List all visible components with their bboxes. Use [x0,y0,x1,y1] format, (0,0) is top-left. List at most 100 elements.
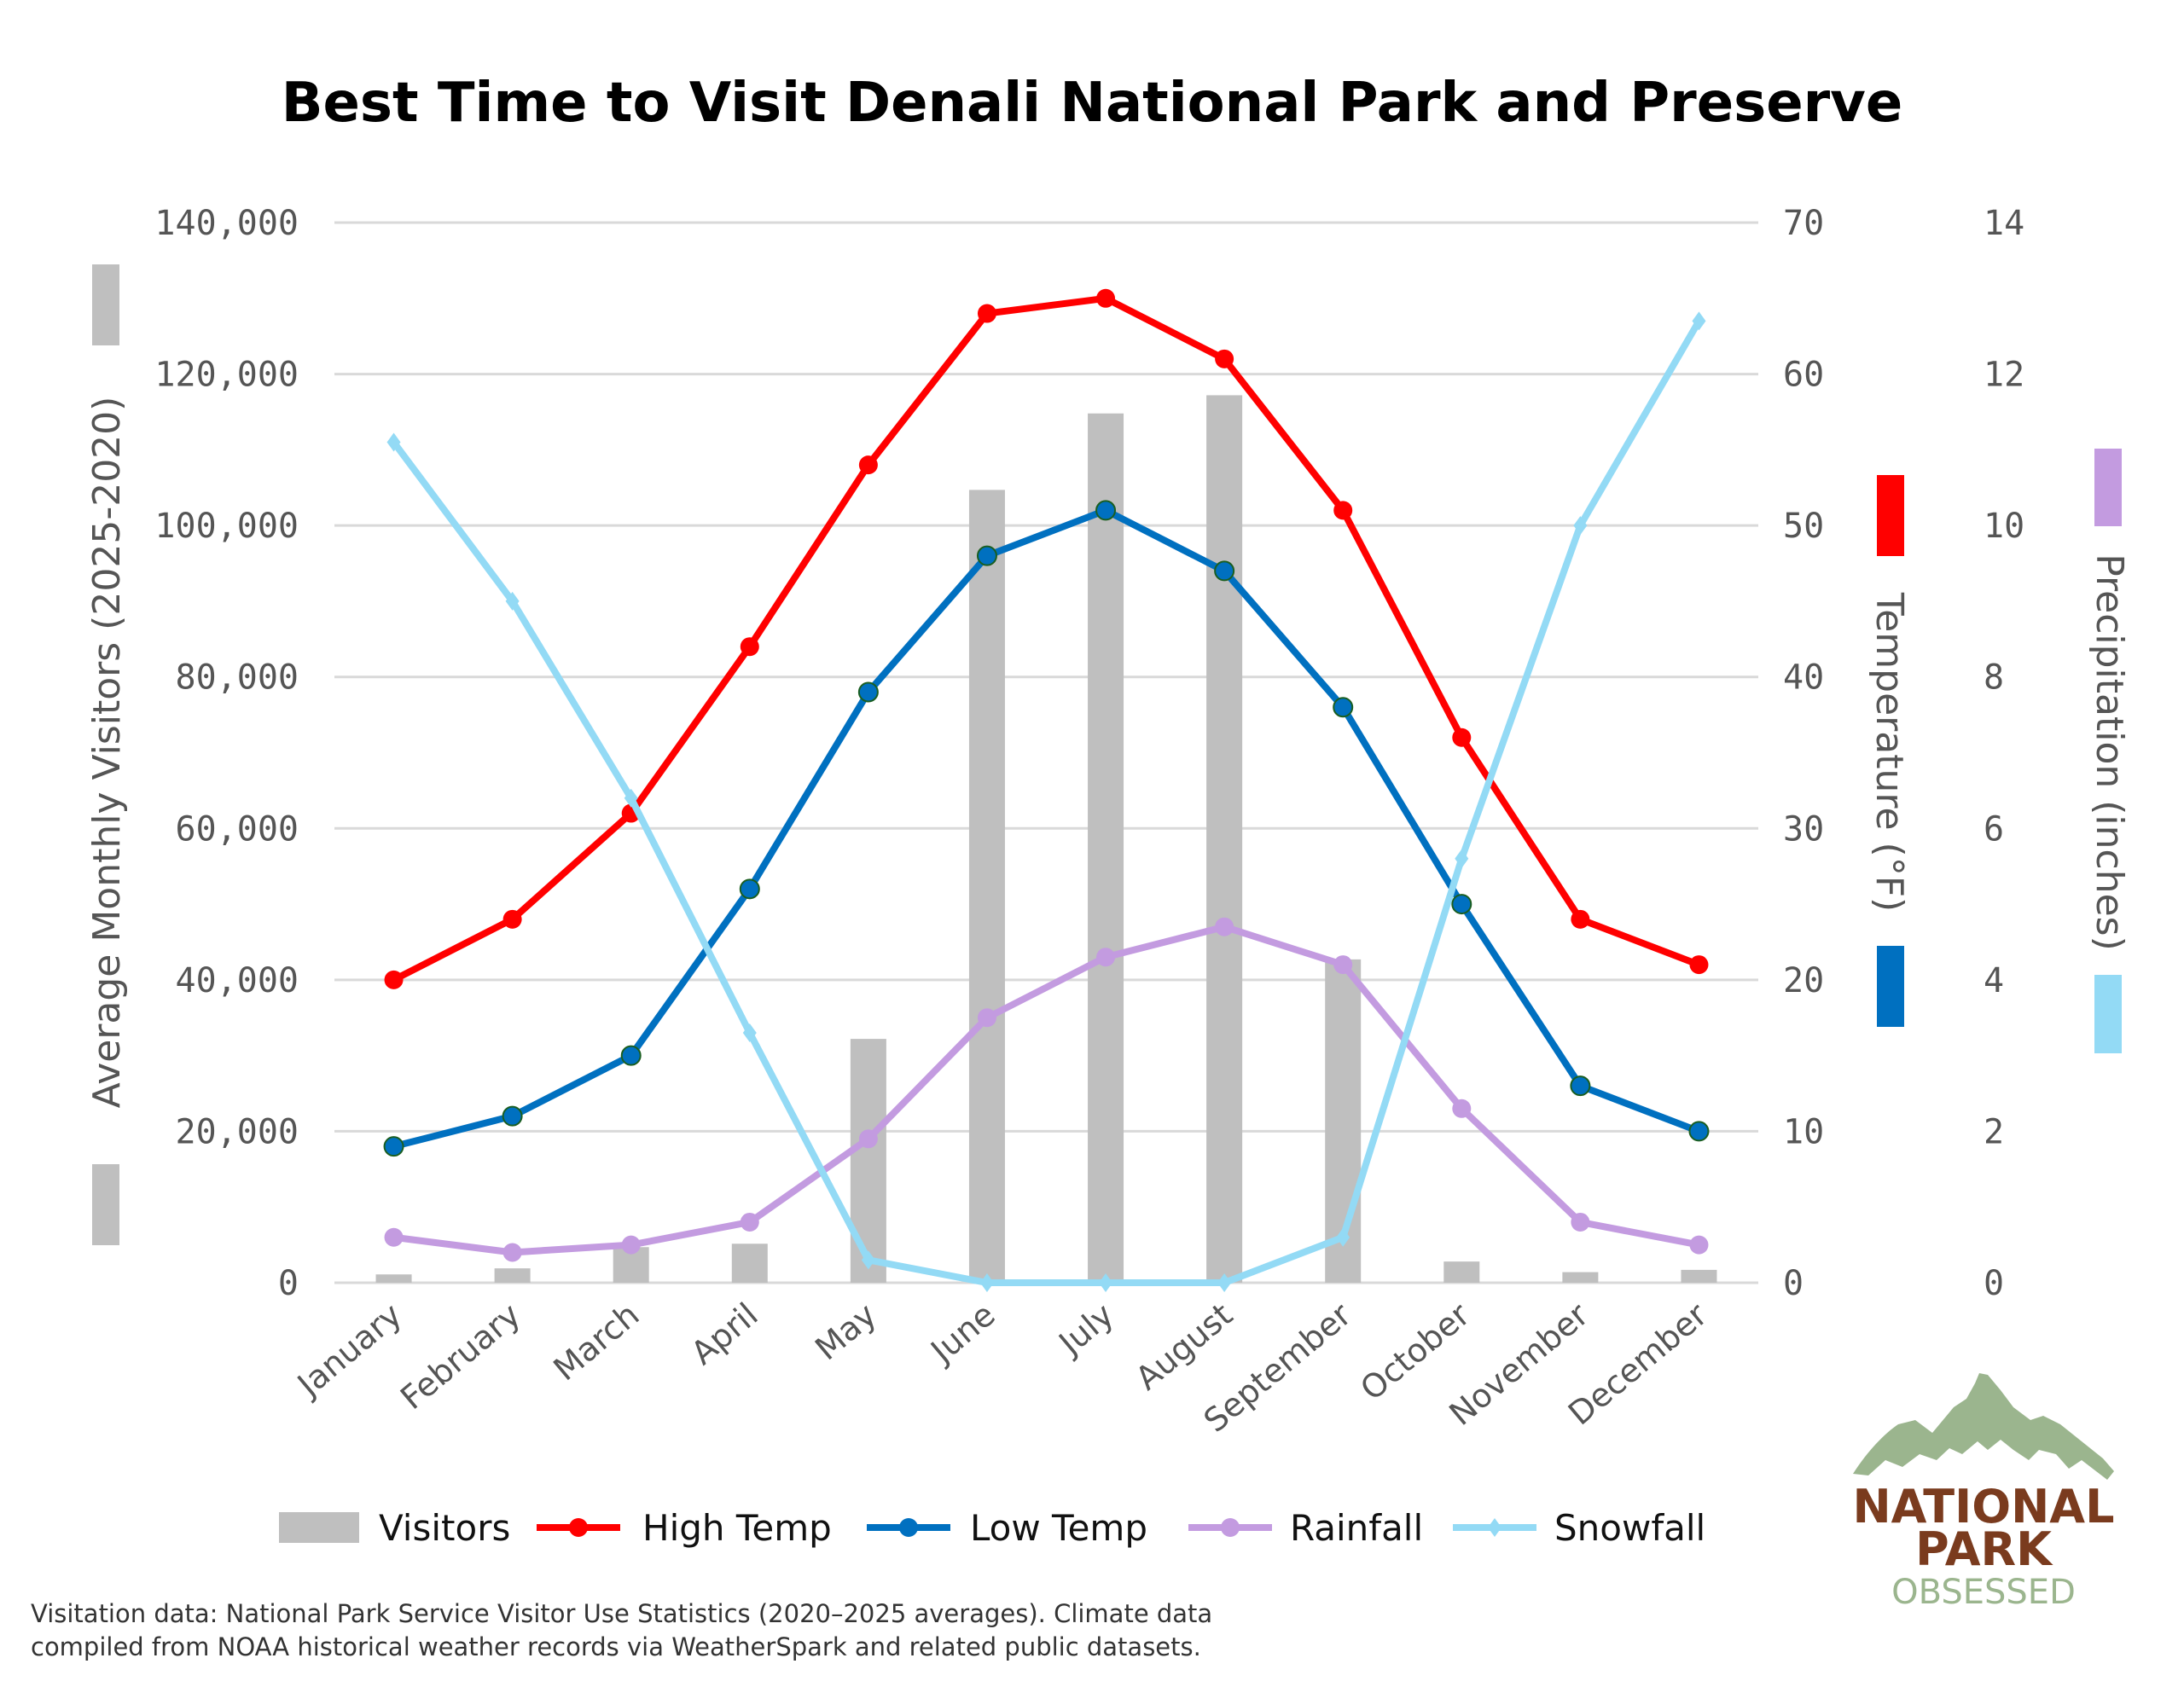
month-label: February [393,1296,527,1417]
left-tick-label: 140,000 [154,204,299,243]
high-temp-point [858,455,878,475]
visitors-bar [1088,413,1124,1283]
legend-marker-low-temp [899,1518,918,1537]
logo-mountain-icon [1853,1373,2114,1480]
low-temp-point [1214,560,1235,582]
legend-label-visitors: Visitors [379,1507,510,1549]
high-temp-point [384,970,404,989]
rainfall-point [1333,955,1353,975]
snowfall-point [1099,1273,1113,1292]
precipitation-tick-label: 8 [1984,658,2004,698]
left-tick-label: 80,000 [176,658,299,698]
temperature-tick-label: 60 [1783,356,1824,395]
low-temp-point [502,1105,523,1127]
visitors-bar [850,1039,886,1283]
snowfall-point [1455,849,1469,868]
logo-line-2: PARK [1915,1522,2053,1576]
month-label: May [808,1296,883,1367]
precipitation-tick-label: 0 [1984,1264,2004,1303]
snowfall-axis-swatch [2094,975,2122,1053]
rainfall-point [1571,1212,1590,1232]
visitors-bar [494,1268,531,1283]
low-temp-point [1451,894,1472,915]
low-temp-point [739,878,760,900]
high-temp-point [1452,728,1472,747]
rainfall-point [1096,948,1116,967]
snowfall-point [505,591,520,611]
low-temp-point [976,545,997,566]
snowfall-point [624,788,638,808]
month-label: August [1129,1296,1240,1397]
logo-line-3: OBSESSED [1891,1573,2076,1612]
visitors-bar [1443,1261,1480,1283]
legend-marker-snowfall [1488,1518,1502,1537]
legend-swatch-visitors [279,1512,359,1543]
snowfall-point [1573,516,1588,536]
temperature-tick-label: 50 [1783,507,1824,546]
low-temp-axis-swatch [1877,946,1904,1027]
rainfall-point [502,1243,522,1262]
national-park-obsessed-logo: NATIONAL PARK OBSESSED [1852,1373,2115,1612]
low-temp-point [1570,1075,1591,1097]
chart-title: Best Time to Visit Denali National Park … [282,72,1903,135]
high-temp-point [1689,955,1709,975]
snowfall-point [1217,1273,1232,1292]
rainfall-point [1215,917,1234,936]
low-temp-point [857,681,879,703]
temperature-tick-label: 70 [1783,204,1824,243]
visitors-bar [731,1244,768,1283]
snowfall-line [391,319,1702,1286]
low-temp-point [1688,1121,1710,1142]
temperature-axis-ticks: 0 10 20 30 40 50 60 70 [1783,204,1824,1303]
rainfall-point [977,1008,996,1028]
visitor-bars [375,395,1717,1284]
month-label: January [289,1296,409,1405]
visitors-bar [1562,1272,1599,1283]
low-temp-line [392,507,1700,1151]
snowfall-point [1336,1227,1350,1247]
high-temp-line [392,294,1700,983]
left-tick-label: 0 [278,1264,299,1303]
temperature-tick-label: 10 [1783,1112,1824,1151]
low-temp-point [383,1136,404,1157]
temperature-tick-label: 20 [1783,961,1824,1000]
month-label: April [684,1296,765,1372]
footnote-line-1: Visitation data: National Park Service V… [31,1599,1212,1628]
left-tick-label: 40,000 [176,961,299,1000]
left-tick-label: 20,000 [176,1112,299,1151]
snowfall-point [861,1250,875,1270]
visitors-axis-swatch-top [92,264,119,345]
temperature-tick-label: 30 [1783,809,1824,849]
precipitation-tick-label: 6 [1984,809,2004,849]
low-temp-point [1333,697,1354,718]
rainfall-point [384,1227,404,1247]
low-temp-point [620,1045,642,1066]
temperature-tick-label: 0 [1783,1264,1804,1303]
high-temp-point [1096,288,1116,308]
precipitation-tick-label: 10 [1984,507,2024,546]
temperature-tick-label: 40 [1783,658,1824,698]
month-label: June [923,1296,1002,1371]
legend-label-low-temp: Low Temp [970,1507,1147,1549]
logo-line-1: NATIONAL [1852,1480,2114,1533]
legend-marker-high-temp [569,1518,588,1537]
footnote-line-2: compiled from NOAA historical weather re… [31,1632,1201,1661]
high-temp-point [502,909,522,929]
high-temp-point [1571,909,1590,929]
rainfall-point [1689,1235,1709,1255]
series-lines [383,288,1710,1292]
visitors-axis-swatch-bottom [92,1164,119,1245]
precipitation-tick-label: 4 [1984,961,2004,1000]
left-tick-label: 120,000 [154,356,299,395]
rainfall-point [858,1129,878,1149]
legend: Visitors High Temp Low Temp Rainfall Snowfal… [279,1507,1705,1549]
month-label: March [546,1296,646,1388]
rainfall-axis-swatch [2094,449,2122,526]
precipitation-tick-label: 14 [1984,204,2024,243]
visitors-bar [375,1274,412,1283]
left-tick-label: 100,000 [154,507,299,546]
visitors-bar [1681,1269,1717,1283]
gridlines [334,221,1758,1284]
